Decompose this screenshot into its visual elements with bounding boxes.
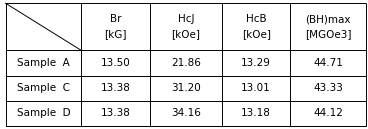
Text: [kOe]: [kOe]	[171, 29, 200, 39]
Text: 13.38: 13.38	[100, 83, 130, 93]
Text: 44.71: 44.71	[314, 58, 343, 68]
Text: HcJ: HcJ	[178, 14, 194, 24]
Text: 13.29: 13.29	[241, 58, 271, 68]
Text: Sample  A: Sample A	[17, 58, 70, 68]
Text: 43.33: 43.33	[314, 83, 343, 93]
Text: [MGOe3]: [MGOe3]	[305, 29, 351, 39]
Text: 13.18: 13.18	[241, 108, 271, 118]
Text: Br: Br	[110, 14, 121, 24]
Text: 13.38: 13.38	[100, 108, 130, 118]
Text: [kG]: [kG]	[104, 29, 127, 39]
Text: (BH)max: (BH)max	[305, 14, 351, 24]
Text: 44.12: 44.12	[314, 108, 343, 118]
Text: 31.20: 31.20	[171, 83, 201, 93]
Text: Sample  C: Sample C	[17, 83, 70, 93]
Text: 13.50: 13.50	[100, 58, 130, 68]
Text: Sample  D: Sample D	[17, 108, 70, 118]
Text: 21.86: 21.86	[171, 58, 201, 68]
Text: [kOe]: [kOe]	[242, 29, 271, 39]
Text: 13.01: 13.01	[241, 83, 271, 93]
Text: 34.16: 34.16	[171, 108, 201, 118]
Text: HcB: HcB	[246, 14, 266, 24]
